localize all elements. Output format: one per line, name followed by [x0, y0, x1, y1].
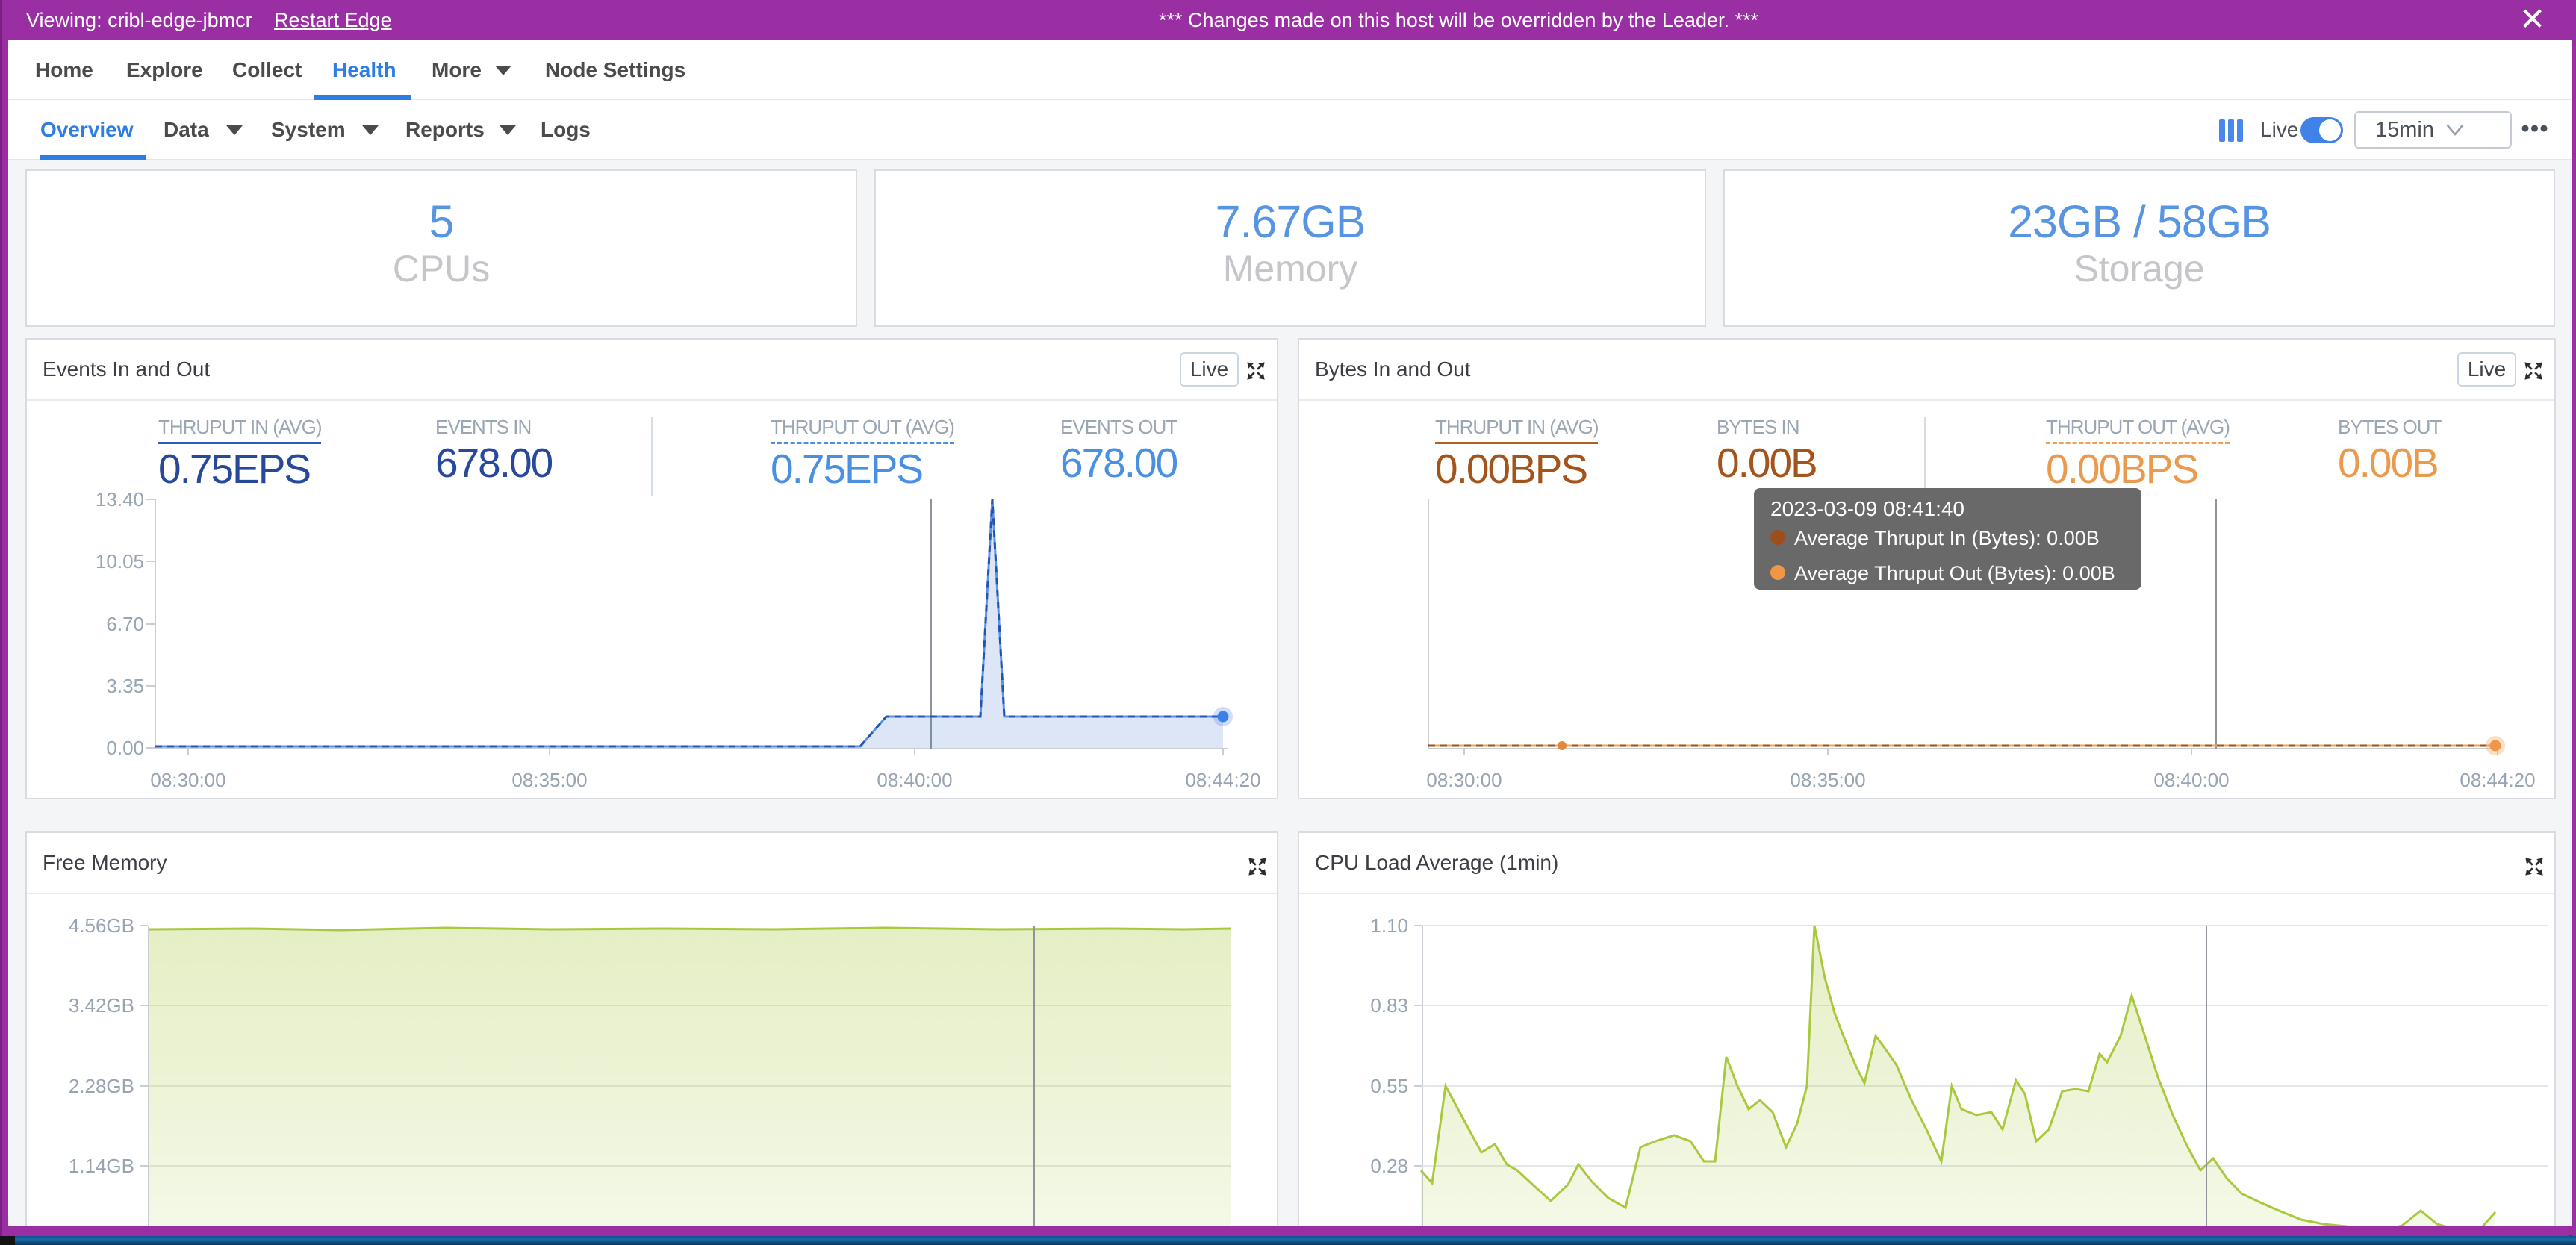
svg-text:1.10: 1.10 [1370, 914, 1408, 937]
svg-text:08:40:00: 08:40:00 [2153, 769, 2229, 791]
svg-text:2.28GB: 2.28GB [69, 1075, 134, 1097]
svg-text:1.14GB: 1.14GB [69, 1155, 134, 1177]
svg-text:08:44:20: 08:44:20 [1185, 769, 1260, 791]
svg-text:08:30:00: 08:30:00 [1426, 769, 1502, 791]
svg-text:6.70: 6.70 [106, 613, 144, 635]
svg-text:0.55: 0.55 [1370, 1075, 1408, 1097]
svg-text:08:44:20: 08:44:20 [2460, 769, 2535, 791]
svg-text:0.83: 0.83 [1370, 994, 1408, 1017]
svg-text:3.42GB: 3.42GB [69, 994, 134, 1017]
svg-text:08:30:00: 08:30:00 [150, 769, 225, 791]
svg-text:10.05: 10.05 [96, 550, 144, 572]
svg-text:0.00: 0.00 [106, 737, 144, 759]
svg-text:13.40: 13.40 [96, 488, 144, 511]
svg-text:08:40:00: 08:40:00 [877, 769, 952, 791]
svg-text:0.28: 0.28 [1370, 1155, 1408, 1177]
svg-text:3.35: 3.35 [106, 675, 144, 697]
svg-text:08:35:00: 08:35:00 [511, 769, 587, 791]
svg-text:08:35:00: 08:35:00 [1790, 769, 1865, 791]
svg-text:4.56GB: 4.56GB [69, 914, 134, 937]
